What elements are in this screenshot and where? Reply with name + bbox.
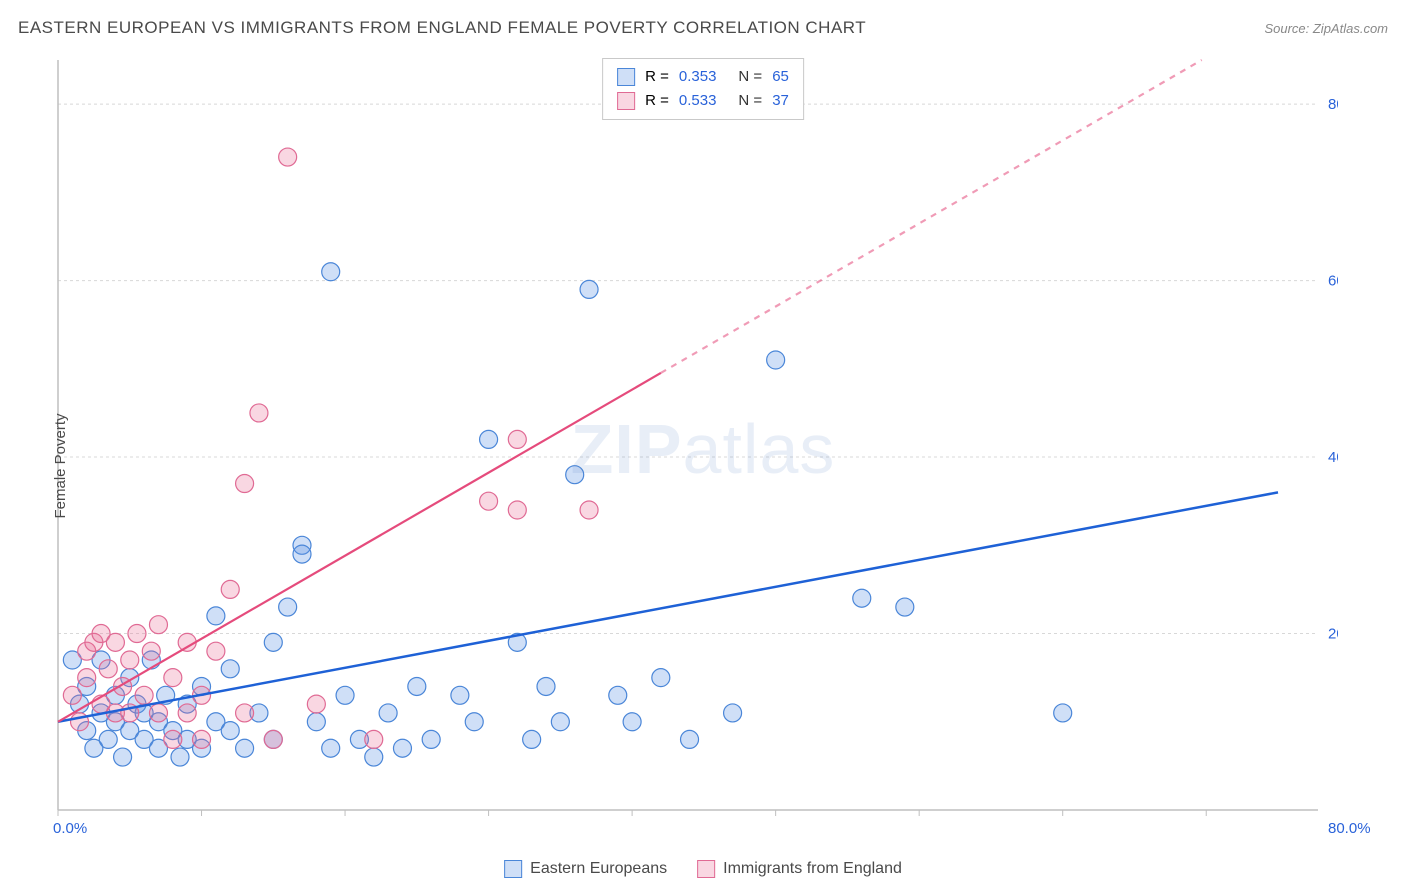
correlation-legend: R = 0.353 N = 65 R = 0.533 N = 37 bbox=[602, 58, 804, 120]
chart-header: EASTERN EUROPEAN VS IMMIGRANTS FROM ENGL… bbox=[18, 18, 1388, 38]
svg-text:80.0%: 80.0% bbox=[1328, 96, 1338, 113]
r-value-0: 0.353 bbox=[679, 65, 717, 89]
n-value-1: 37 bbox=[772, 89, 789, 113]
x-axis-min-label: 0.0% bbox=[53, 820, 87, 837]
legend-label-0: Eastern Europeans bbox=[530, 860, 667, 878]
svg-text:40.0%: 40.0% bbox=[1328, 449, 1338, 466]
legend-label-1: Immigrants from England bbox=[723, 860, 902, 878]
scatter-chart: 20.0% 40.0% 60.0% 80.0% bbox=[18, 50, 1338, 840]
legend-swatch-icon bbox=[504, 860, 522, 878]
chart-area: Female Poverty 20.0%40.0%60.0%80.0% ZIPa… bbox=[18, 50, 1388, 882]
legend-item-0: Eastern Europeans bbox=[504, 860, 667, 878]
n-value-0: 65 bbox=[772, 65, 789, 89]
legend-swatch-icon bbox=[697, 860, 715, 878]
chart-source: Source: ZipAtlas.com bbox=[1264, 21, 1388, 36]
x-axis-max-label: 80.0% bbox=[1328, 820, 1371, 837]
y-axis-label: Female Poverty bbox=[52, 413, 69, 518]
chart-title: EASTERN EUROPEAN VS IMMIGRANTS FROM ENGL… bbox=[18, 18, 866, 38]
legend-swatch-icon bbox=[617, 68, 635, 86]
legend-item-1: Immigrants from England bbox=[697, 860, 902, 878]
n-label: N = bbox=[738, 65, 762, 89]
r-value-1: 0.533 bbox=[679, 89, 717, 113]
legend-row-1: R = 0.533 N = 37 bbox=[617, 89, 789, 113]
n-label: N = bbox=[738, 89, 762, 113]
svg-text:60.0%: 60.0% bbox=[1328, 273, 1338, 290]
legend-swatch-icon bbox=[617, 92, 635, 110]
legend-row-0: R = 0.353 N = 65 bbox=[617, 65, 789, 89]
r-label: R = bbox=[645, 89, 669, 113]
svg-text:20.0%: 20.0% bbox=[1328, 626, 1338, 643]
series-legend: Eastern Europeans Immigrants from Englan… bbox=[504, 860, 902, 878]
r-label: R = bbox=[645, 65, 669, 89]
